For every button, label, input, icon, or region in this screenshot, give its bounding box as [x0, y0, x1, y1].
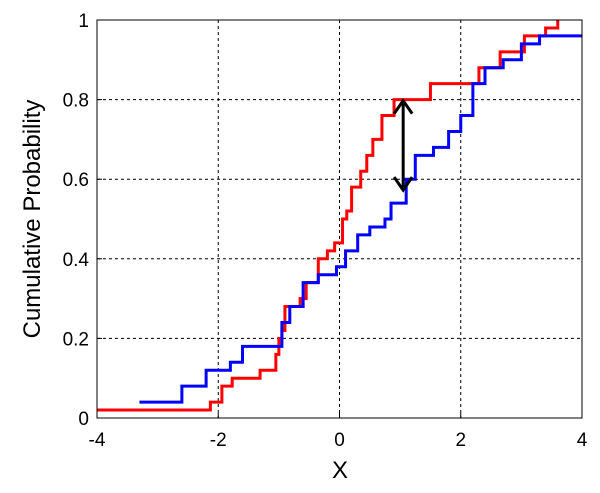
y-axis-label: Cumulative Probability	[19, 100, 46, 339]
x-axis-label: X	[332, 457, 348, 484]
x-tick-label: -2	[210, 430, 227, 451]
cdf-line	[139, 34, 582, 404]
y-tick-label: 0.2	[63, 329, 89, 350]
x-tick-label: 4	[577, 430, 588, 451]
plot-frame	[96, 19, 583, 419]
y-tick-label: 0.8	[63, 91, 89, 112]
y-tick-label: 0.4	[63, 250, 90, 271]
y-tick-label: 1	[78, 11, 89, 32]
x-tick-label: 2	[455, 430, 466, 451]
x-tick-label: -4	[89, 430, 106, 451]
y-tick-label: 0.6	[63, 170, 89, 191]
y-tick-label: 0	[78, 409, 89, 430]
arrow-head	[392, 176, 414, 193]
x-tick-label: 0	[334, 430, 345, 451]
arrow-head	[392, 97, 414, 115]
